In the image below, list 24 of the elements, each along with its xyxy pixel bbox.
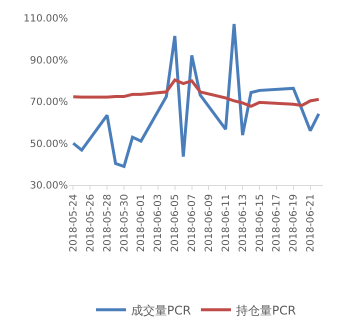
x-tick-label: 2018-06-13 <box>238 194 249 252</box>
x-tick-label: 2018-06-17 <box>272 194 283 252</box>
y-tick-label: 90.00% <box>30 55 68 66</box>
x-tick-label: 2018-06-01 <box>136 194 148 252</box>
x-tick-label: 2018-06-11 <box>220 194 232 252</box>
x-tick-label: 2018-06-03 <box>153 194 164 252</box>
legend-label: 持仓量PCR <box>236 303 296 318</box>
x-tick-label: 2018-05-28 <box>102 194 114 252</box>
x-tick-label: 2018-06-21 <box>306 194 317 252</box>
x-tick-label: 2018-06-19 <box>288 194 300 252</box>
x-tick-label: 2018-06-05 <box>170 194 182 252</box>
line-series <box>72 22 320 168</box>
line-series <box>72 78 320 108</box>
x-tick-label: 2018-06-07 <box>187 194 198 252</box>
legend-label: 成交量PCR <box>131 303 191 318</box>
y-tick-label: 110.00% <box>24 14 68 24</box>
y-tick-label: 50.00% <box>30 138 68 150</box>
x-tick-label: 2018-05-24 <box>68 194 80 252</box>
x-tick-label: 2018-05-30 <box>119 194 130 252</box>
y-tick-label: 70.00% <box>30 97 68 108</box>
x-tick-label: 2018-06-09 <box>204 194 215 252</box>
x-tick-label: 2018-06-15 <box>254 194 266 252</box>
y-tick-label: 30.00% <box>30 180 68 192</box>
x-tick-label: 2018-05-26 <box>85 194 96 252</box>
